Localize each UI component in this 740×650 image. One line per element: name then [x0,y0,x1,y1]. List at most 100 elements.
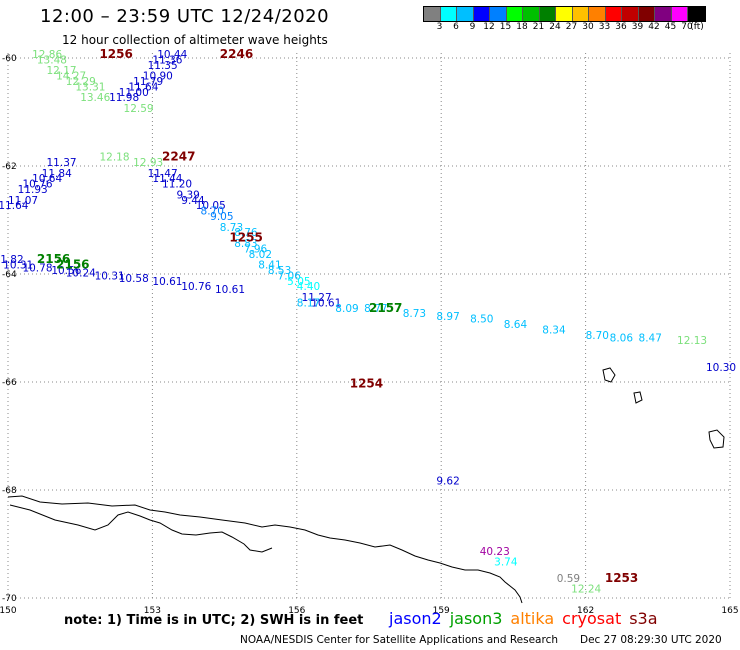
wave-height-value: 3.74 [494,557,518,569]
satellite-legend-cryosat: cryosat [562,609,622,628]
wave-height-value: 10.44 [157,49,187,61]
wave-height-value: 13.46 [80,92,110,104]
lat-lon-grid [7,53,731,601]
wave-height-value: 10.61 [152,276,182,288]
antarctic-coastline [7,495,523,604]
legend-swatch [424,7,441,21]
wave-height-value: 13.48 [37,54,67,66]
wave-height-value: 11.98 [109,92,139,104]
wave-height-value: 10.61 [215,284,245,296]
coast-inlet [9,504,273,553]
wave-height-value: 12.17 [47,65,77,77]
lat-tick-label: -70 [2,594,17,604]
map-subtitle: 12 hour collection of altimeter wave hei… [62,33,328,47]
color-legend [423,6,706,22]
wave-height-value: 11.79 [133,76,163,88]
lon-tick-label: 165 [721,606,738,616]
legend-label: 45 [664,22,677,32]
legend-label: 9 [469,22,476,32]
wave-height-value: 10.31 [95,270,125,282]
wave-height-value: 10.30 [706,362,736,374]
wave-height-value: 12.29 [66,76,96,88]
wave-height-value: 10.05 [196,200,226,212]
wave-height-value: 9.62 [436,476,459,488]
legend-swatch [671,7,688,21]
legend-swatch [638,7,655,21]
wave-height-value: 8.53 [268,265,291,277]
wave-height-value: 8.34 [542,324,566,336]
wave-height-value: 7.06 [278,270,302,282]
legend-swatch [457,7,474,21]
legend-swatch [539,7,556,21]
pass-time-label: 1253 [605,571,638,585]
legend-label: 27 [565,22,578,32]
wave-height-value: 11.44 [152,173,182,185]
wave-height-value: 8.73 [220,222,243,234]
pass-time-label: 2246 [220,47,253,61]
wave-height-value: 8.70 [201,206,224,218]
wave-height-value: 12.59 [124,103,154,115]
wave-height-value: 10.90 [143,71,173,83]
lat-tick-label: -64 [2,270,17,280]
wave-height-value: 11.64 [0,200,29,212]
lat-tick-label: -62 [2,162,17,172]
pass-time-label: 1254 [350,376,383,390]
island-3 [708,429,725,449]
wave-height-value: 10.24 [66,268,96,280]
legend-label: 36 [615,22,627,32]
wave-height-value: 8.50 [470,314,493,326]
wave-height-value: 11.20 [162,179,192,191]
satellite-legend: jason2 jason3 altika cryosat s3a [389,609,666,628]
satellite-legend-jason3: jason3 [449,609,503,628]
legend-label: 21 [532,22,545,32]
wave-height-value: 14.27 [56,71,86,83]
wave-height-value: 10.61 [311,297,341,309]
wave-height-value: 11.64 [128,81,158,93]
legend-swatch [622,7,639,21]
wave-height-value: 10.76 [181,281,211,293]
wave-height-value: 8.41 [258,260,281,272]
footnote: note: 1) Time is in UTC; 2) SWH is in fe… [64,613,364,628]
legend-label: 39 [631,22,644,32]
wave-height-value: 40.23 [480,546,510,558]
wave-height-value: 10.76 [22,179,52,191]
wave-height-value: 11.07 [8,195,38,207]
satellite-legend-s3a: s3a [629,609,658,628]
wave-height-value: 11.27 [302,292,332,304]
wave-height-value: 13.31 [75,81,105,93]
wave-height-value: 0.59 [557,573,580,585]
wave-height-value: 8.70 [586,330,609,342]
legend-swatch [572,7,589,21]
legend-swatch [655,7,672,21]
wave-height-value: 12.24 [571,584,601,596]
wave-height-value: 11.00 [119,87,149,99]
wave-height-value: 9.39 [176,189,199,201]
wave-height-value: 8.83 [234,238,257,250]
legend-swatch [523,7,540,21]
wave-height-value: 5.05 [287,276,310,288]
island-2 [633,391,643,404]
wave-height-value: 8.76 [234,227,258,239]
legend-swatch [506,7,523,21]
pass-time-label: 1255 [229,231,262,245]
wave-height-value: 12.93 [133,157,163,169]
legend-label: 70 [681,22,693,32]
wave-height-value: 7.96 [244,243,268,255]
legend-label: 42 [648,22,660,32]
wave-height-value: 8.06 [610,333,634,345]
legend-swatch [589,7,606,21]
legend-swatch [556,7,573,21]
wave-height-value: 8.02 [249,249,272,261]
axis-tick-labels: 150 153 156 159 162 165 -60 -62 -64 -66 -68 -70 [0,54,739,616]
wave-height-value: 12.18 [99,152,129,164]
map-title: 12:00 – 23:59 UTC 12/24/2020 [40,6,330,27]
wave-height-value: 10.56 [51,265,81,277]
wave-height-value: 8.77 [364,303,387,315]
wave-height-value: 8.97 [436,311,459,323]
wave-height-value: 10.64 [32,173,62,185]
wave-height-value: 9.44 [181,195,205,207]
legend-label: 6 [453,22,459,32]
wave-height-value: 8.09 [335,303,358,315]
